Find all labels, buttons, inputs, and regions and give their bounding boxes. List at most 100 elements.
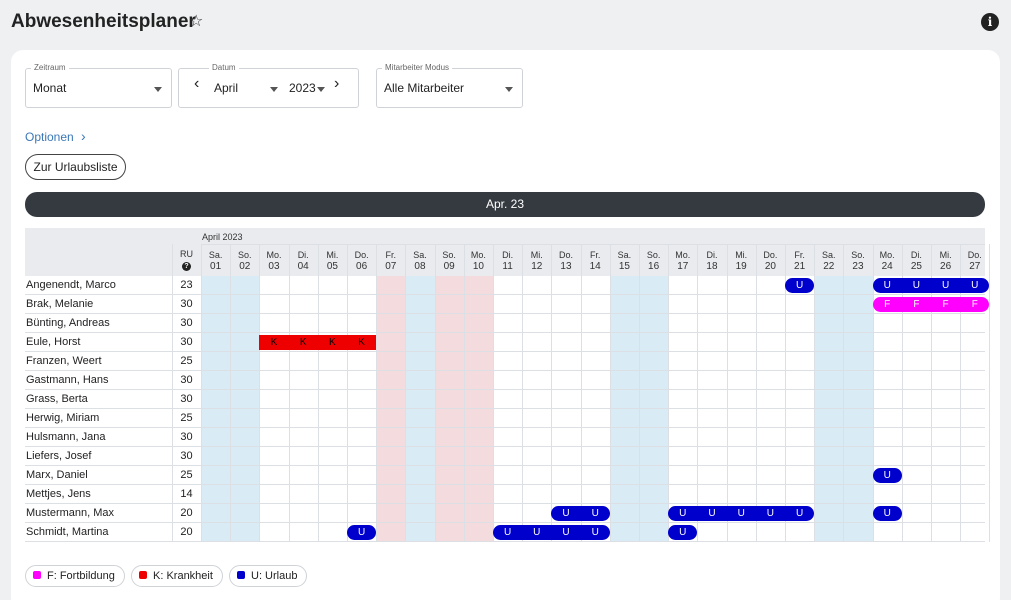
employee-name: Schmidt, Martina	[26, 526, 109, 538]
help-icon[interactable]: ?	[182, 262, 191, 271]
absence-badge-k[interactable]: K	[317, 335, 347, 350]
absence-badge-u[interactable]: U	[551, 506, 581, 521]
grid-line-vertical	[259, 244, 261, 542]
grid-line-vertical	[872, 244, 874, 542]
day-weekday: Do.	[763, 250, 778, 260]
grid-line-vertical	[960, 244, 962, 542]
absence-badge-u[interactable]: U	[668, 525, 698, 540]
grid-line-vertical	[405, 244, 407, 542]
absence-badge-k[interactable]: K	[288, 335, 318, 350]
options-link[interactable]: Optionen ›	[25, 128, 86, 144]
day-header: Di. 18	[697, 249, 726, 273]
grid-line-vertical	[463, 244, 465, 542]
vacation-list-button[interactable]: Zur Urlaubsliste	[25, 154, 126, 180]
absence-badge-u[interactable]: U	[522, 525, 552, 540]
grid-line-horizontal	[201, 244, 985, 245]
absence-badge-u[interactable]: U	[697, 506, 727, 521]
day-weekday: Sa.	[413, 250, 427, 260]
month-select[interactable]: April	[214, 81, 239, 95]
day-weekday: Di.	[706, 250, 718, 260]
period-select[interactable]: Zeitraum Monat	[25, 62, 172, 108]
date-label: Datum	[209, 62, 239, 74]
prev-month-button[interactable]: ‹	[194, 75, 200, 92]
grid-line-vertical	[639, 244, 640, 542]
day-header: Mo. 17	[668, 249, 697, 273]
absence-badge-u[interactable]: U	[785, 506, 815, 521]
year-select[interactable]: 2023	[289, 81, 316, 95]
day-header: Fr. 07	[376, 249, 405, 273]
grid-line-horizontal	[25, 294, 985, 295]
legend-dot-icon	[237, 571, 245, 579]
absence-badge-f[interactable]: F	[960, 297, 990, 312]
day-number: 13	[560, 261, 572, 272]
info-icon[interactable]: i	[981, 13, 999, 31]
day-number: 26	[940, 261, 952, 272]
absence-badge-u[interactable]: U	[755, 506, 785, 521]
absence-badge-u[interactable]: U	[668, 506, 698, 521]
absence-badge-u[interactable]: U	[726, 506, 756, 521]
grid-line-vertical	[785, 244, 786, 542]
chevron-down-icon	[505, 87, 513, 92]
day-header: Do. 06	[347, 249, 376, 273]
remaining-vacation: 25	[180, 355, 193, 367]
employee-mode-select[interactable]: Mitarbeiter Modus Alle Mitarbeiter	[376, 62, 523, 108]
remaining-vacation: 14	[180, 488, 193, 500]
day-weekday: Mi.	[530, 250, 543, 260]
day-header: Mo. 10	[464, 249, 493, 273]
day-number: 06	[356, 261, 368, 272]
day-number: 09	[443, 261, 455, 272]
absence-badge-k[interactable]: K	[347, 335, 377, 350]
grid-line-vertical	[230, 244, 232, 542]
grid-line-vertical	[522, 244, 524, 542]
remaining-vacation: 30	[180, 374, 193, 386]
grid-line-horizontal	[25, 313, 985, 314]
year-chevron-down-icon	[317, 87, 325, 92]
absence-badge-f[interactable]: F	[901, 297, 931, 312]
absence-badge-u[interactable]: U	[347, 525, 377, 540]
absence-badge-f[interactable]: F	[872, 297, 902, 312]
star-icon[interactable]: ☆	[189, 13, 204, 30]
remaining-vacation: 30	[180, 450, 193, 462]
day-weekday: Do.	[354, 250, 369, 260]
employee-name: Mustermann, Max	[26, 507, 115, 519]
day-number: 24	[881, 261, 893, 272]
absence-badge-u[interactable]: U	[872, 278, 902, 293]
grid-line-vertical	[814, 244, 816, 542]
day-header: Di. 04	[289, 249, 318, 273]
absence-badge-u[interactable]: U	[580, 506, 610, 521]
day-weekday: Mi.	[735, 250, 748, 260]
day-header: Mo. 24	[873, 249, 902, 273]
absence-badge-u[interactable]: U	[493, 525, 523, 540]
absence-badge-u[interactable]: U	[872, 506, 902, 521]
day-number: 22	[823, 261, 835, 272]
holiday-column	[376, 276, 406, 542]
grid-line-vertical	[843, 244, 845, 542]
employee-name: Mettjes, Jens	[26, 488, 91, 500]
absence-badge-u[interactable]: U	[901, 278, 931, 293]
absence-badge-u[interactable]: U	[960, 278, 990, 293]
absence-badge-f[interactable]: F	[931, 297, 961, 312]
day-number: 11	[502, 261, 513, 272]
day-weekday: Sa.	[208, 250, 223, 260]
grid-line-vertical	[755, 244, 757, 542]
grid-line-vertical	[580, 244, 582, 542]
absence-badge-u[interactable]: U	[785, 278, 815, 293]
date-picker: Datum ‹ April 2023 ›	[178, 62, 359, 108]
absence-badge-u[interactable]: U	[872, 468, 902, 483]
grid-line-horizontal	[25, 465, 985, 466]
legend-urlaub: U: Urlaub	[229, 565, 308, 587]
absence-badge-u[interactable]: U	[551, 525, 581, 540]
absence-badge-u[interactable]: U	[931, 278, 961, 293]
absence-badge-k[interactable]: K	[259, 335, 289, 350]
grid-line-horizontal	[25, 446, 985, 447]
day-header: Sa. 01	[201, 249, 230, 273]
absence-badge-u[interactable]: U	[580, 525, 610, 540]
day-weekday: Sa.	[617, 250, 632, 260]
day-number: 04	[297, 261, 309, 272]
weekend-column	[230, 276, 260, 542]
day-number: 27	[969, 261, 981, 272]
employee-name: Liefers, Josef	[26, 450, 92, 462]
day-weekday: Mo.	[470, 250, 486, 260]
day-header: Sa. 15	[610, 249, 639, 273]
next-month-button[interactable]: ›	[334, 75, 340, 92]
